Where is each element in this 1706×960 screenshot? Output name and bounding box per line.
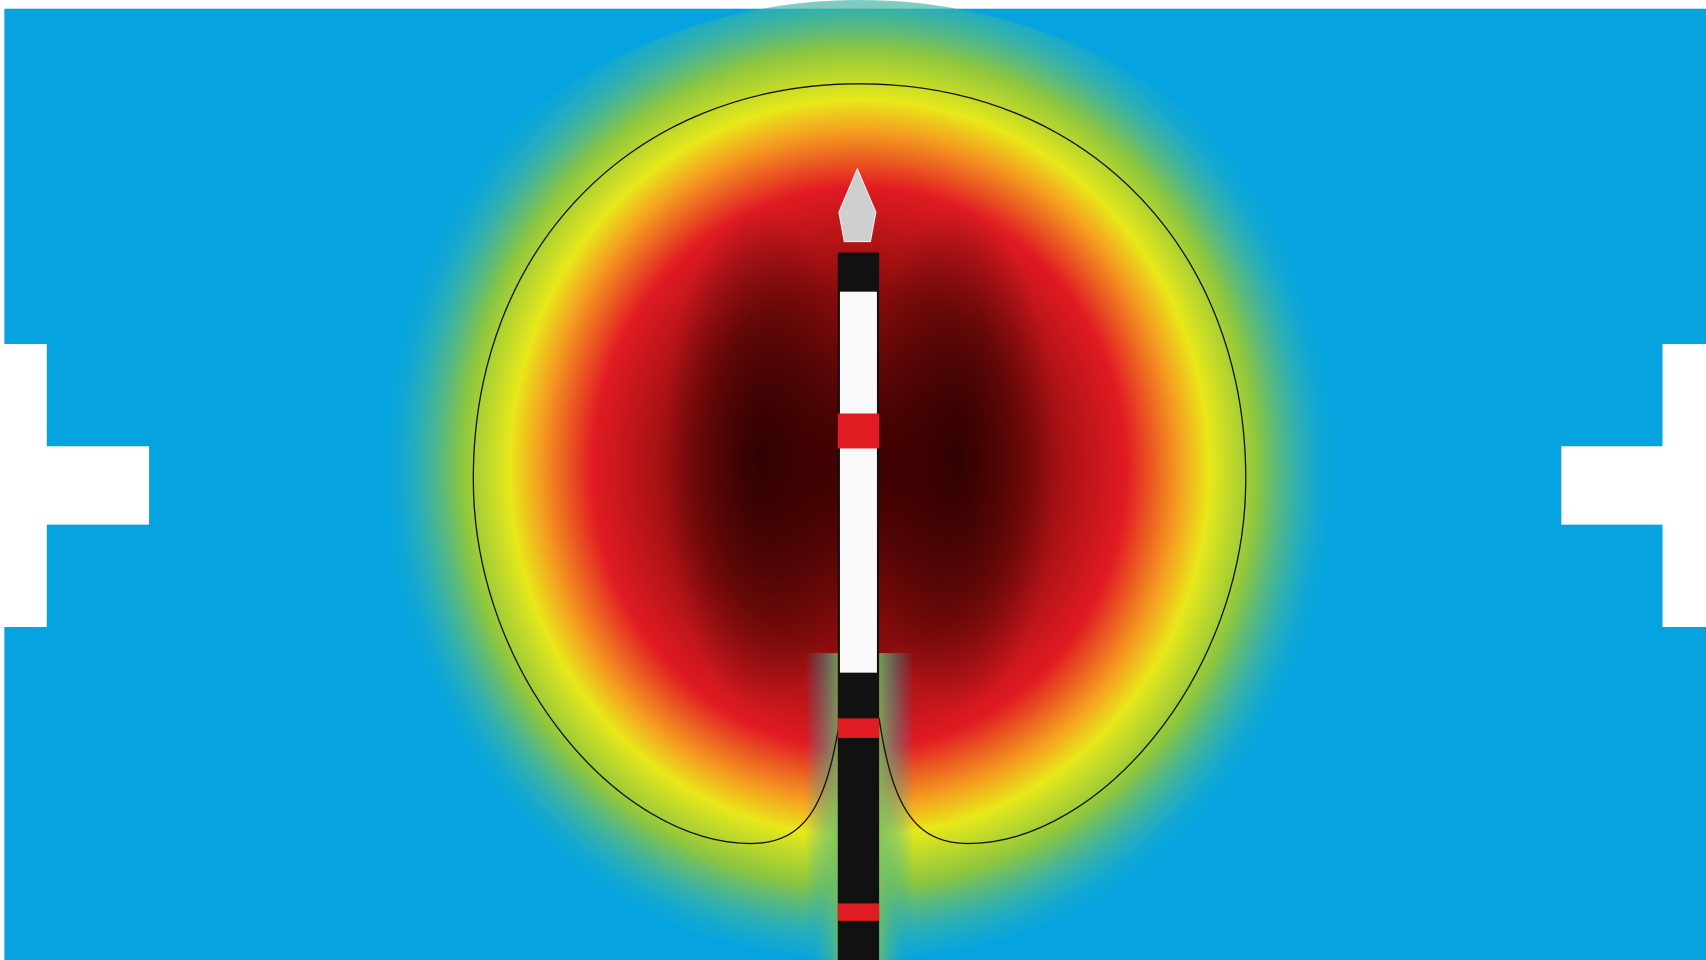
left-notch xyxy=(0,343,150,627)
hot-lobe-left xyxy=(663,206,860,708)
hot-lobe-right xyxy=(859,206,1056,708)
probe-tip xyxy=(838,167,877,243)
electrode xyxy=(839,448,877,673)
marker-band xyxy=(837,903,880,921)
marker-band xyxy=(837,718,880,738)
insulator-band xyxy=(837,413,880,449)
right-notch xyxy=(1561,343,1706,627)
electrode xyxy=(839,291,877,414)
probe xyxy=(837,167,880,960)
